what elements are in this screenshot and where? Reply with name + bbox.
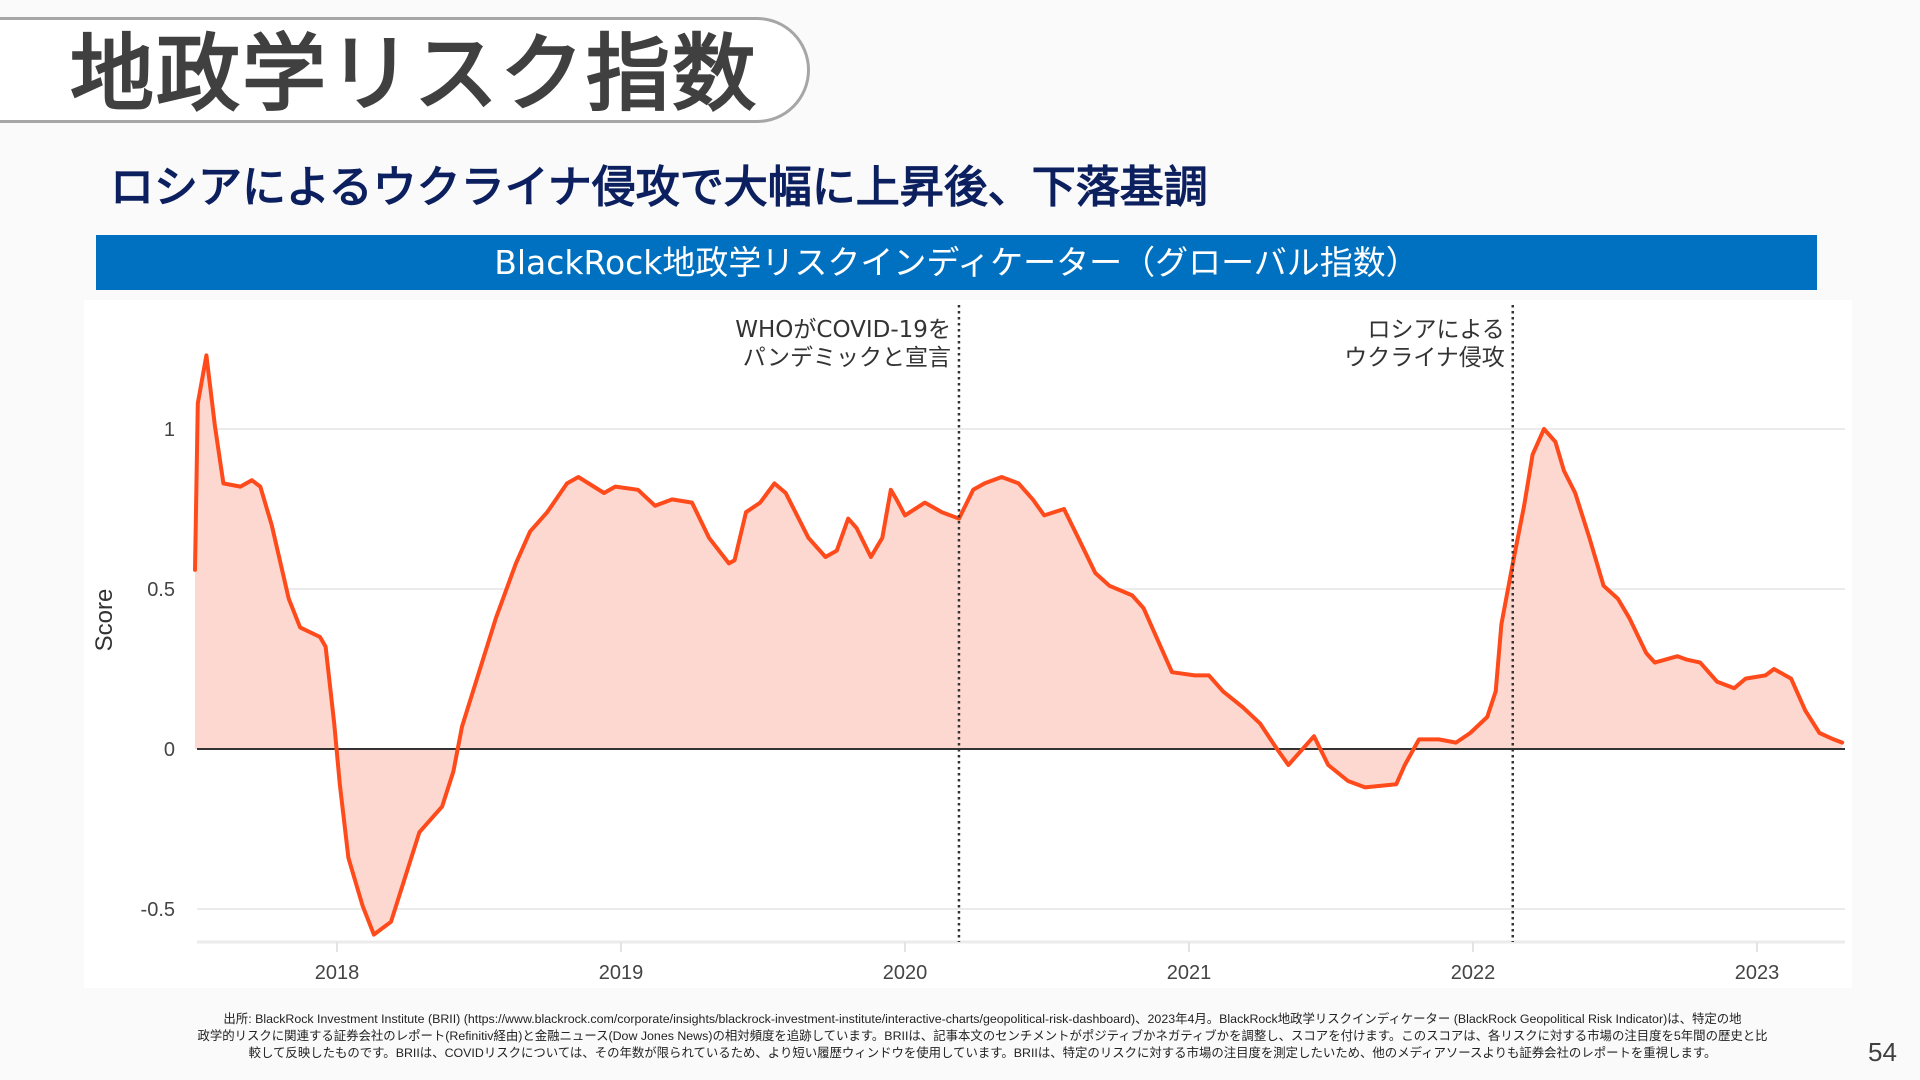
- page-number: 54: [1868, 1037, 1897, 1067]
- score-area-fill: [195, 355, 1843, 935]
- y-tick-label: -0.5: [141, 899, 175, 921]
- event-annotation-label: ウクライナ侵攻: [1344, 345, 1505, 371]
- footnote-line: 較して反映したものです。BRIIは、COVIDリスクについては、その年数が限られ…: [248, 1046, 1717, 1060]
- slide-title: 地政学リスク指数: [70, 25, 759, 123]
- title-pill: [0, 17, 810, 123]
- event-annotation-label: WHOがCOVID-19を: [735, 317, 951, 343]
- y-tick-label: 1: [164, 419, 175, 441]
- chart-svg: -0.5 0 0.5 1 2018 2019 2020 2021 2022 2023 Score WH…: [91, 305, 1845, 984]
- event-annotation-label: ロシアによる: [1367, 317, 1504, 343]
- x-tick-label: 2019: [599, 962, 644, 984]
- chart-banner: BlackRock地政学リスクインディケーター（グローバル指数）: [96, 235, 1817, 290]
- event-annotation-label: パンデミックと宣言: [743, 345, 951, 371]
- x-tick-label: 2021: [1167, 962, 1212, 984]
- footnote-line: 出所: BlackRock Investment Institute (BRII…: [223, 1012, 1742, 1026]
- x-tick-label: 2023: [1735, 962, 1780, 984]
- source-footnote: 出所: BlackRock Investment Institute (BRII…: [120, 1011, 1845, 1062]
- x-tick-label: 2018: [315, 962, 360, 984]
- x-tick-label: 2020: [883, 962, 928, 984]
- footnote-line: 政学的リスクに関連する証券会社のレポート(Refinitiv経由)と金融ニュース…: [197, 1029, 1768, 1043]
- x-tick-label: 2022: [1451, 962, 1496, 984]
- y-tick-label: 0.5: [147, 579, 175, 601]
- score-line: [193, 353, 1845, 937]
- chart-container: -0.5 0 0.5 1 2018 2019 2020 2021 2022 2023 Score WH…: [84, 300, 1852, 988]
- y-axis-label: Score: [91, 589, 118, 652]
- slide-subtitle: ロシアによるウクライナ侵攻で大幅に上昇後、下落基調: [110, 162, 1208, 213]
- y-tick-label: 0: [164, 739, 175, 761]
